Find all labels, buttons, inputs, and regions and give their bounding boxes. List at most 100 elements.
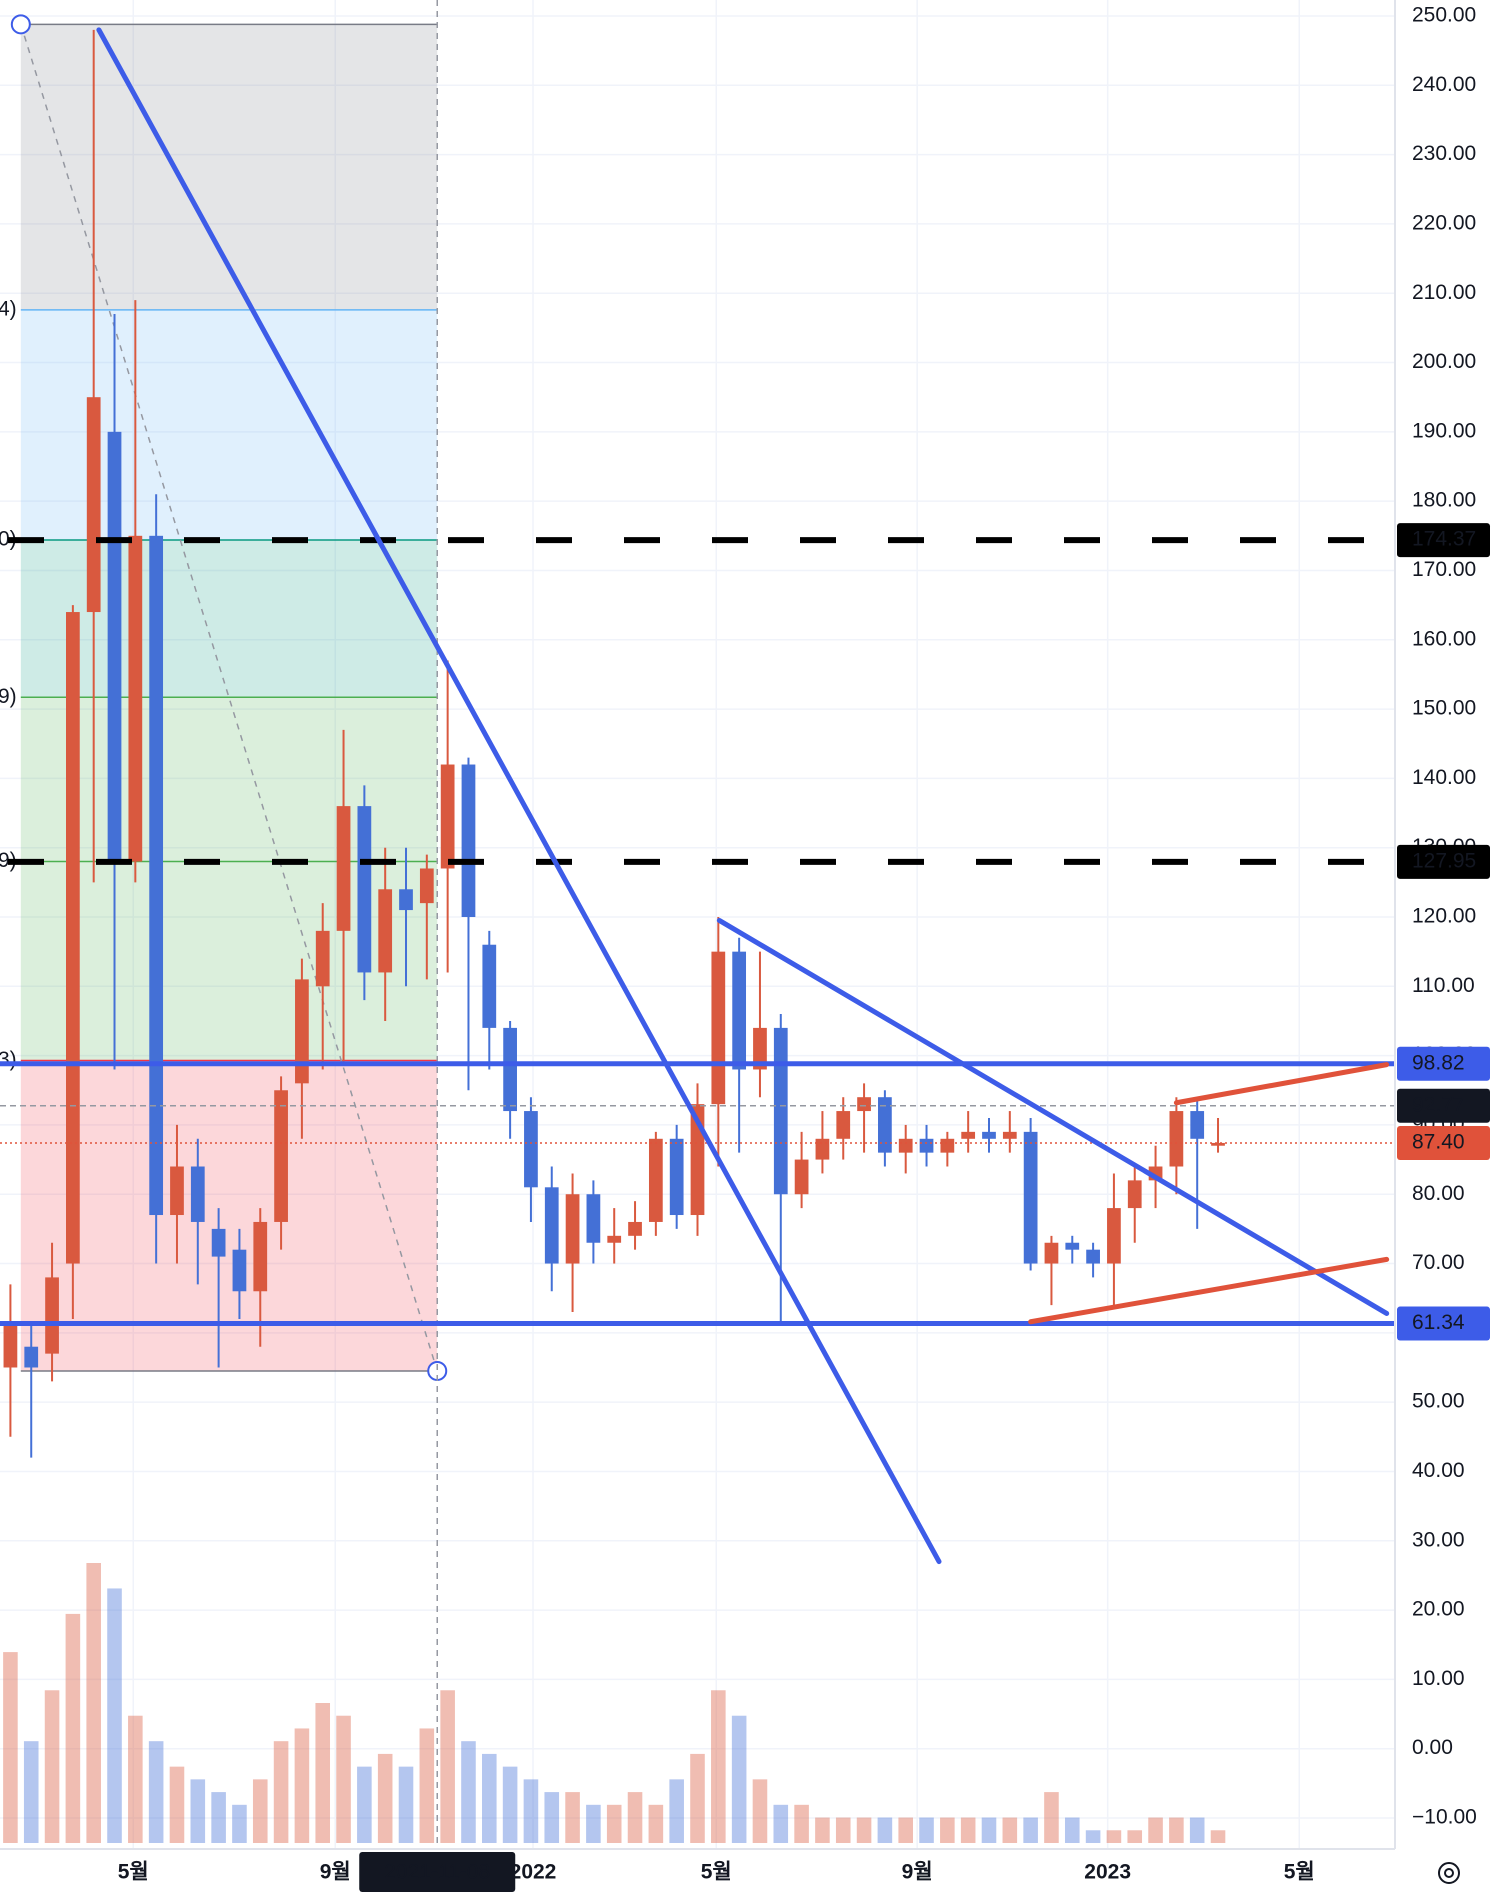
candle-body xyxy=(315,930,330,987)
candle-body xyxy=(607,1235,622,1243)
volume-bar xyxy=(565,1792,580,1843)
candle-body xyxy=(232,1249,247,1292)
price-tag xyxy=(1397,1088,1490,1123)
volume-bar xyxy=(190,1779,206,1843)
y-tick-label: 250.00 xyxy=(1412,4,1476,27)
volume-bar xyxy=(211,1792,226,1843)
volume-bar xyxy=(502,1766,518,1843)
candle-body xyxy=(107,431,122,862)
candle-body xyxy=(1190,1111,1205,1139)
candle-body xyxy=(1169,1111,1184,1167)
candle-body xyxy=(878,1097,892,1153)
volume-bar xyxy=(1169,1817,1184,1843)
candle-body xyxy=(1044,1242,1059,1264)
price-tag-label: 87.40 xyxy=(1412,1130,1465,1153)
candle-body xyxy=(482,944,497,1028)
volume-bar xyxy=(544,1792,560,1843)
volume-bar xyxy=(1106,1830,1122,1843)
volume-bar xyxy=(690,1753,705,1843)
volume-bar xyxy=(731,1715,747,1843)
crosshair-tag xyxy=(359,1852,516,1892)
candle-body xyxy=(753,1027,767,1070)
y-tick-label: 210.00 xyxy=(1412,281,1476,304)
candle-body xyxy=(86,397,101,613)
volume-bar xyxy=(1148,1817,1163,1843)
candle-body xyxy=(648,1138,663,1222)
trendline xyxy=(1173,1062,1390,1106)
fib-band xyxy=(20,697,438,862)
price-tag xyxy=(1397,844,1490,879)
candle-body xyxy=(836,1111,851,1139)
trendline xyxy=(96,27,942,1565)
volume-bar xyxy=(398,1766,414,1843)
candle-body xyxy=(794,1159,809,1195)
y-tick-label: 150.00 xyxy=(1412,697,1476,720)
candle-body xyxy=(1023,1131,1038,1264)
volume-bar xyxy=(232,1804,247,1843)
y-tick-label: 220.00 xyxy=(1412,211,1476,234)
y-tick-label: −10.00 xyxy=(1412,1806,1477,1829)
candle-body xyxy=(919,1138,934,1153)
fib-label: 9) xyxy=(0,685,17,708)
y-tick-label: 30.00 xyxy=(1412,1528,1465,1551)
fib-band xyxy=(20,309,438,540)
y-tick-label: 40.00 xyxy=(1412,1459,1465,1482)
candle-body xyxy=(461,764,476,917)
candle-body xyxy=(128,535,143,862)
x-tick-label: 5월 xyxy=(701,1861,732,1884)
candle-body xyxy=(773,1027,788,1195)
y-tick-label: 110.00 xyxy=(1412,974,1475,997)
volume-bar xyxy=(1002,1817,1018,1843)
candle-body xyxy=(565,1194,580,1264)
candle-body xyxy=(253,1221,268,1292)
volume-bar xyxy=(86,1563,101,1843)
y-tick-label: 10.00 xyxy=(1412,1667,1465,1690)
candle-body xyxy=(66,612,80,1264)
volume-bar xyxy=(419,1728,435,1843)
x-tick-label: 5월 xyxy=(1284,1861,1315,1884)
price-tag-label: 174.37 xyxy=(1412,528,1476,551)
candle-body xyxy=(149,535,164,1216)
y-tick-label: 0.00 xyxy=(1412,1736,1453,1759)
gear xyxy=(1438,1862,1460,1884)
volume-bar xyxy=(960,1817,976,1843)
candle-body xyxy=(544,1187,559,1264)
candle-body xyxy=(24,1346,39,1368)
y-tick-label: 140.00 xyxy=(1412,766,1476,789)
volume-bar xyxy=(606,1804,622,1843)
candle-body xyxy=(170,1166,184,1216)
volume-bar xyxy=(336,1715,351,1843)
crosshair-label: 2021-11-08 xyxy=(384,1861,490,1884)
x-tick-label: 9월 xyxy=(902,1861,933,1884)
y-tick-label: 50.00 xyxy=(1412,1390,1465,1413)
settings-icon[interactable] xyxy=(1438,1862,1460,1884)
candle-body xyxy=(1002,1131,1017,1139)
volume-bar xyxy=(669,1779,684,1843)
price-tag-label: 98.82 xyxy=(1412,1051,1465,1074)
y-tick-label: 180.00 xyxy=(1412,489,1476,512)
volume-bar xyxy=(440,1690,455,1843)
price-axis-bg xyxy=(1395,0,1494,1898)
candle-body xyxy=(1211,1142,1225,1146)
y-tick-label: 20.00 xyxy=(1412,1598,1465,1621)
fib-label: 4) xyxy=(0,297,17,320)
trendline xyxy=(716,917,1390,1316)
x-tick-label: 2023 xyxy=(1084,1861,1131,1884)
price-tag xyxy=(1397,1125,1490,1160)
candle-body xyxy=(357,806,372,973)
volume-bar xyxy=(877,1817,893,1843)
candle-body xyxy=(732,951,747,1070)
volume-bar xyxy=(252,1779,268,1843)
gear-hub xyxy=(1444,1868,1454,1878)
volume-bar xyxy=(1044,1792,1059,1843)
volume-bar xyxy=(523,1779,539,1843)
candle-body xyxy=(336,806,351,931)
trendline xyxy=(1028,1256,1390,1325)
volume-bar xyxy=(1085,1830,1101,1843)
x-tick-label: 5월 xyxy=(118,1861,149,1884)
price-tag xyxy=(1397,523,1490,558)
y-tick-label: 80.00 xyxy=(1412,1182,1465,1205)
volume-bar xyxy=(835,1817,851,1843)
candle-body xyxy=(3,1325,18,1368)
